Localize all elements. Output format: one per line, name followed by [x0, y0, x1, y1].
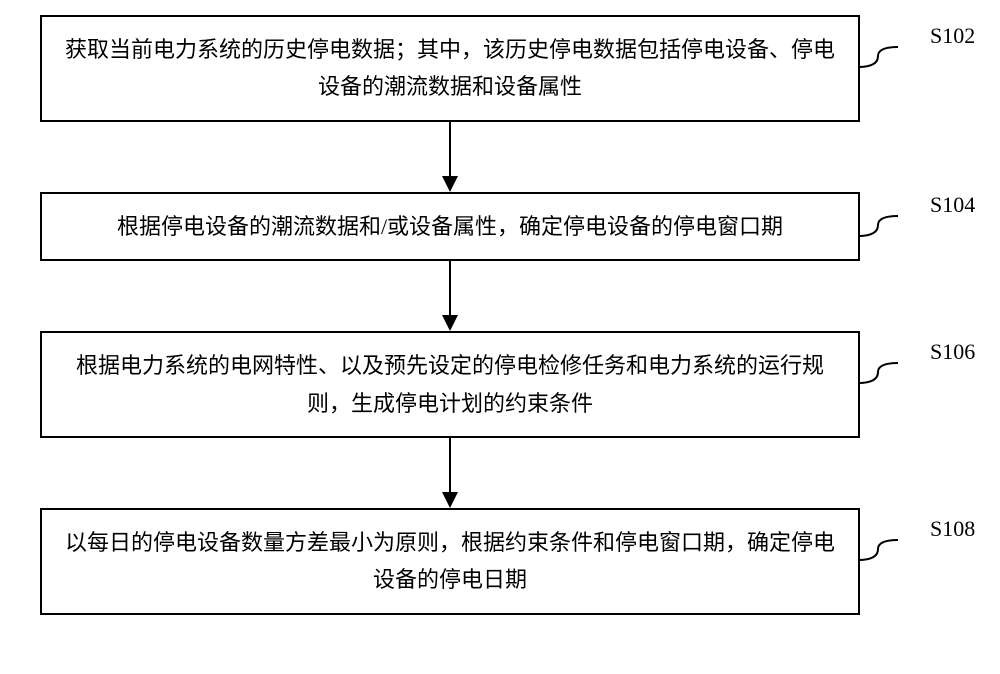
flow-step-text: 以每日的停电设备数量方差最小为原则，根据约束条件和停电窗口期，确定停电设备的停电…: [62, 524, 838, 599]
flowchart-container: 获取当前电力系统的历史停电数据；其中，该历史停电数据包括停电设备、停电设备的潮流…: [40, 15, 910, 615]
flow-step-text: 根据停电设备的潮流数据和/或设备属性，确定停电设备的停电窗口期: [117, 208, 783, 245]
flow-step-label: S108: [930, 516, 975, 542]
flow-step-text: 获取当前电力系统的历史停电数据；其中，该历史停电数据包括停电设备、停电设备的潮流…: [62, 31, 838, 106]
flow-arrow-icon: [435, 122, 465, 192]
step-label-bracket: [858, 361, 928, 393]
flow-step-box: 获取当前电力系统的历史停电数据；其中，该历史停电数据包括停电设备、停电设备的潮流…: [40, 15, 860, 122]
step-label-bracket: [858, 214, 928, 246]
flow-step-label: S104: [930, 192, 975, 218]
flow-step-box: 以每日的停电设备数量方差最小为原则，根据约束条件和停电窗口期，确定停电设备的停电…: [40, 508, 860, 615]
flow-step: 获取当前电力系统的历史停电数据；其中，该历史停电数据包括停电设备、停电设备的潮流…: [40, 15, 910, 122]
flow-arrow-gap: [40, 122, 860, 192]
flow-arrow-icon: [435, 261, 465, 331]
flow-step-label: S106: [930, 339, 975, 365]
flow-step-box: 根据电力系统的电网特性、以及预先设定的停电检修任务和电力系统的运行规则，生成停电…: [40, 331, 860, 438]
flow-arrow-gap: [40, 261, 860, 331]
flow-arrow-icon: [435, 438, 465, 508]
step-label-bracket: [858, 538, 928, 570]
flow-arrow-gap: [40, 438, 860, 508]
flow-step: 根据电力系统的电网特性、以及预先设定的停电检修任务和电力系统的运行规则，生成停电…: [40, 331, 910, 438]
step-label-bracket: [858, 45, 928, 77]
flow-step-box: 根据停电设备的潮流数据和/或设备属性，确定停电设备的停电窗口期: [40, 192, 860, 261]
flow-step-label: S102: [930, 23, 975, 49]
flow-step-text: 根据电力系统的电网特性、以及预先设定的停电检修任务和电力系统的运行规则，生成停电…: [62, 347, 838, 422]
flow-step: 根据停电设备的潮流数据和/或设备属性，确定停电设备的停电窗口期S104: [40, 192, 910, 261]
flow-step: 以每日的停电设备数量方差最小为原则，根据约束条件和停电窗口期，确定停电设备的停电…: [40, 508, 910, 615]
